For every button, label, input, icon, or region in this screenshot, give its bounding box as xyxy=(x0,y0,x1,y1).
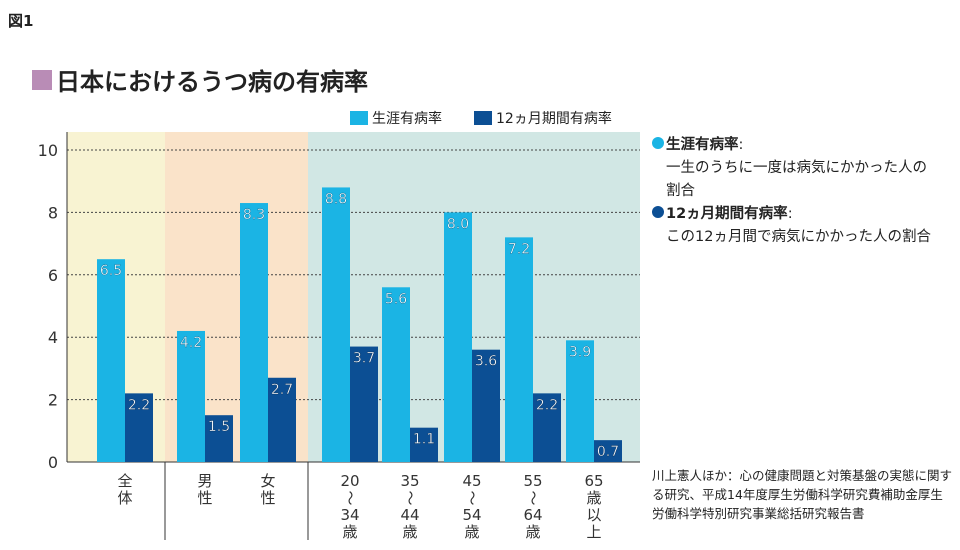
bar-12month xyxy=(410,427,438,462)
x-category-label: 歳 xyxy=(402,523,417,541)
legend-lifetime: 生涯有病率 xyxy=(350,108,442,128)
note-term: 生涯有病率 xyxy=(666,137,739,153)
x-category-label: 歳 xyxy=(464,523,479,541)
dot-icon xyxy=(652,137,664,149)
x-category-label: 全 xyxy=(117,472,132,490)
value-label: 3.9 xyxy=(569,344,591,360)
note-lifetime: 生涯有病率: 一生のうちに一度は病気にかかった人の割合 xyxy=(652,134,952,203)
value-label: 8.0 xyxy=(447,216,469,232)
bar-lifetime xyxy=(240,203,268,463)
x-category-label: 35 xyxy=(400,472,419,490)
value-label: 2.2 xyxy=(128,397,150,413)
value-label: 3.6 xyxy=(475,354,497,370)
value-label: 6.5 xyxy=(100,263,122,279)
legend-swatch xyxy=(350,111,368,125)
legend-12month: 12ヵ月期間有病率 xyxy=(474,108,612,128)
x-category-label: 65 xyxy=(584,472,603,490)
x-category-label: 性 xyxy=(260,489,275,507)
x-category-label: 34 xyxy=(340,506,359,524)
value-label: 0.7 xyxy=(597,444,619,460)
x-category-label: 45 xyxy=(462,472,481,490)
bar-lifetime xyxy=(177,330,205,462)
y-tick-label: 4 xyxy=(48,328,58,347)
source-citation: 川上憲人ほか：心の健康問題と対策基盤の実態に関する研究、平成14年度厚生労働科学… xyxy=(652,468,953,521)
bar-lifetime xyxy=(322,187,350,462)
value-label: 4.2 xyxy=(180,335,202,351)
bar-12month xyxy=(350,346,378,462)
title-square-icon xyxy=(32,69,52,90)
x-category-label: 以 xyxy=(586,506,601,524)
y-tick-label: 6 xyxy=(48,266,58,285)
value-label: 8.8 xyxy=(325,191,347,207)
x-category-label: 歳 xyxy=(342,523,357,541)
value-label: 2.7 xyxy=(271,382,293,398)
y-tick-label: 0 xyxy=(48,453,58,472)
bar-lifetime xyxy=(505,237,533,462)
y-tick-label: 2 xyxy=(48,391,58,410)
bar-lifetime xyxy=(382,287,410,462)
value-label: 5.6 xyxy=(385,291,407,307)
x-category-label: 性 xyxy=(197,489,212,507)
x-category-label: 〜 xyxy=(341,490,359,505)
x-category-label: 男 xyxy=(197,472,212,490)
value-label: 1.1 xyxy=(413,432,435,448)
chart-title: 日本におけるうつ病の有病率 xyxy=(32,62,368,97)
value-label: 3.7 xyxy=(353,351,375,367)
bar-lifetime xyxy=(444,212,472,462)
note-desc: この12ヵ月間で病気にかかった人の割合 xyxy=(666,229,931,245)
x-category-label: 20 xyxy=(340,472,359,490)
x-category-label: 64 xyxy=(523,506,542,524)
bar-12month xyxy=(125,393,153,462)
x-category-label: 55 xyxy=(523,472,542,490)
chart-title-text: 日本におけるうつ病の有病率 xyxy=(56,68,368,96)
note-desc: 一生のうちに一度は病気にかかった人の割合 xyxy=(666,160,927,199)
figure-label: 図1 xyxy=(8,12,34,30)
legend-swatch xyxy=(474,111,492,125)
legend-label: 12ヵ月期間有病率 xyxy=(496,111,612,127)
dot-icon xyxy=(652,206,664,218)
value-label: 1.5 xyxy=(208,419,230,435)
value-label: 2.2 xyxy=(536,397,558,413)
legend-label: 生涯有病率 xyxy=(372,111,442,127)
bar-lifetime xyxy=(97,259,125,462)
y-tick-label: 8 xyxy=(48,203,58,222)
x-category-label: 上 xyxy=(586,523,601,541)
bar-12month xyxy=(205,415,233,462)
x-category-label: 〜 xyxy=(463,490,481,505)
x-category-label: 体 xyxy=(117,489,132,507)
x-category-label: 〜 xyxy=(401,490,419,505)
x-category-label: 歳 xyxy=(586,489,601,507)
bar-12month xyxy=(594,440,622,462)
value-label: 7.2 xyxy=(508,241,530,257)
x-category-label: 女 xyxy=(260,472,275,490)
note-term: 12ヵ月期間有病率 xyxy=(666,206,788,222)
note-12month: 12ヵ月期間有病率: この12ヵ月間で病気にかかった人の割合 xyxy=(652,203,952,249)
x-category-label: 54 xyxy=(462,506,481,524)
bar-12month xyxy=(533,393,561,462)
bar-lifetime xyxy=(566,340,594,462)
x-category-label: 〜 xyxy=(524,490,542,505)
bar-12month xyxy=(268,377,296,462)
y-tick-label: 10 xyxy=(38,141,58,160)
value-label: 8.3 xyxy=(243,207,265,223)
x-category-label: 歳 xyxy=(525,523,540,541)
bar-12month xyxy=(472,349,500,462)
x-category-label: 44 xyxy=(400,506,419,524)
